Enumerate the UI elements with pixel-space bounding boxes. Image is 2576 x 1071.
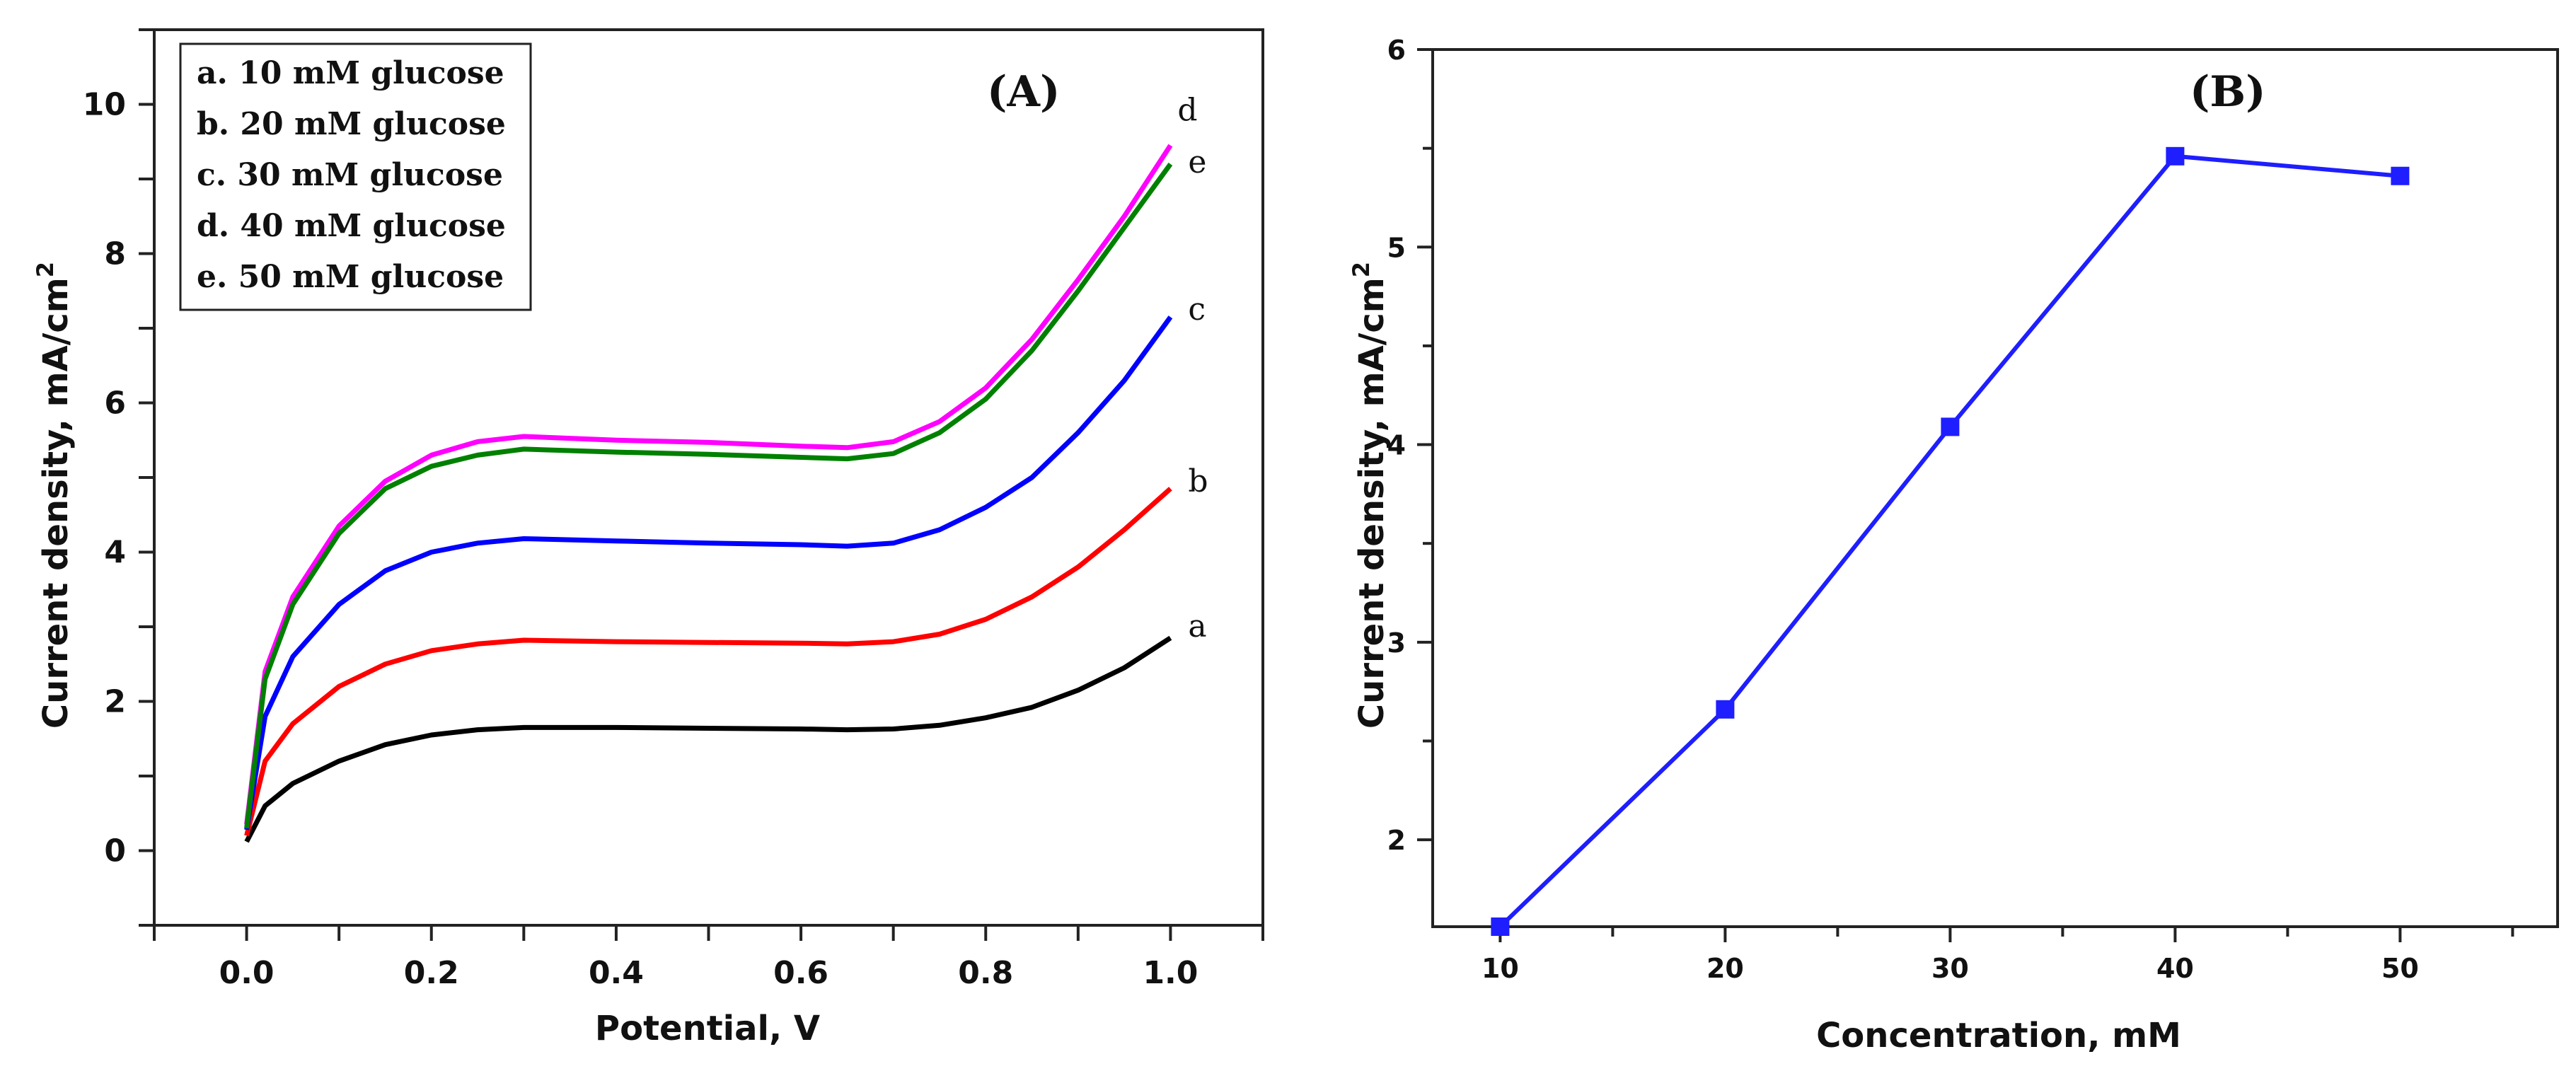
panel-a-y-axis-title: Current density, mA/cm2 xyxy=(32,262,76,729)
panel-b-data-point xyxy=(1491,917,1510,936)
panel-b-y-tick-label: 2 xyxy=(1387,825,1406,856)
panel-a-x-axis-title: Potential, V xyxy=(595,1009,820,1048)
panel-a-curve-label-b: b xyxy=(1188,463,1208,499)
panel-a-curve-label-e: e xyxy=(1188,144,1206,180)
panel-b-data-point xyxy=(1941,417,1960,436)
panel-a-x-tick-label: 0.2 xyxy=(404,955,459,991)
legend-frame xyxy=(179,42,532,311)
panel-b-data-point xyxy=(2391,166,2410,185)
panel-a-y-tick-label: 0 xyxy=(104,833,126,869)
panel-a-series-e xyxy=(244,162,1173,829)
panel-a-y-tick-label: 10 xyxy=(83,87,126,123)
panel-b-x-tick-label: 40 xyxy=(2156,953,2194,984)
panel-a-series-a xyxy=(244,635,1172,843)
legend-item-b: b. 20 mM glucose xyxy=(197,106,506,142)
panel-b-x-tick-label: 10 xyxy=(1482,953,1519,984)
panel-a-y-tick-label: 4 xyxy=(104,535,126,571)
panel-a-chart: 0.0 0.2 0.4 0.6 0.8 1.0 0 2 4 6 8 10 a b c de a. 10 mM… xyxy=(32,28,1264,1048)
panel-a-x-tick-label: 0.4 xyxy=(589,955,644,991)
panel-a-x-tick-label: 1.0 xyxy=(1143,955,1198,991)
panel-b-x-axis-title: Concentration, mM xyxy=(1816,1016,2181,1055)
panel-b-x-tick-label: 50 xyxy=(2381,953,2419,984)
panel-b-series xyxy=(1491,146,2410,936)
panel-a-series-d xyxy=(244,144,1173,826)
panel-a-y-tick-label: 8 xyxy=(104,236,126,272)
panel-a-x-tick-label: 0.8 xyxy=(958,955,1013,991)
panel-a-label: (A) xyxy=(987,67,1060,117)
panel-b-x-tick-label: 30 xyxy=(1931,953,1969,984)
panel-b-data-point xyxy=(2166,146,2185,166)
panel-b-data-point xyxy=(1716,700,1735,719)
panel-a-y-axis-title-sup: 2 xyxy=(32,262,59,277)
panel-b-y-axis-title-text: Current density, mA/cm xyxy=(1352,277,1392,729)
panel-a-curve-label-a: a xyxy=(1188,608,1206,644)
panel-a-curve-labels: a b c de xyxy=(1177,93,1208,644)
panel-a-legend: a. 10 mM glucose b. 20 mM glucose c. 30 … xyxy=(179,42,532,311)
panel-b-y-axis-title: Current density, mA/cm2 xyxy=(1348,262,1392,729)
panel-a-series xyxy=(244,144,1173,843)
panel-a-ticks: 0.0 0.2 0.4 0.6 0.8 1.0 0 2 4 6 8 10 xyxy=(83,28,1264,991)
panel-a-series-b xyxy=(244,487,1172,837)
panel-b-y-tick-label: 4 xyxy=(1387,430,1406,461)
panel-b-chart: 10 20 30 40 50 2 3 4 5 6 (B) Concentration, mM Cu… xyxy=(1348,35,2559,1055)
legend-item-c: c. 30 mM glucose xyxy=(197,157,503,193)
panel-b-y-tick-label: 6 xyxy=(1387,35,1406,66)
panel-a-curve-label-d: d xyxy=(1177,93,1197,129)
panel-b-y-axis-title-sup: 2 xyxy=(1348,262,1375,277)
panel-a-x-tick-label: 0.0 xyxy=(219,955,275,991)
panel-b-label: (B) xyxy=(2190,67,2266,117)
panel-b-plot-frame xyxy=(1431,48,2559,928)
panel-a-y-tick-label: 6 xyxy=(104,386,126,422)
panel-a-curve-label-c: c xyxy=(1188,291,1206,328)
panel-a-y-tick-label: 2 xyxy=(104,684,126,720)
legend-item-a: a. 10 mM glucose xyxy=(197,55,504,91)
panel-b-x-tick-label: 20 xyxy=(1706,953,1744,984)
panel-a-series-c xyxy=(244,315,1173,830)
legend-item-e: e. 50 mM glucose xyxy=(197,259,504,295)
panel-b-y-tick-label: 5 xyxy=(1387,232,1406,263)
legend-item-d: d. 40 mM glucose xyxy=(197,208,506,244)
panel-b-ticks: 10 20 30 40 50 2 3 4 5 6 xyxy=(1387,35,2514,984)
panel-a-x-tick-label: 0.6 xyxy=(773,955,828,991)
panel-b-y-tick-label: 3 xyxy=(1387,627,1406,659)
panel-a-y-axis-title-text: Current density, mA/cm xyxy=(36,277,76,729)
